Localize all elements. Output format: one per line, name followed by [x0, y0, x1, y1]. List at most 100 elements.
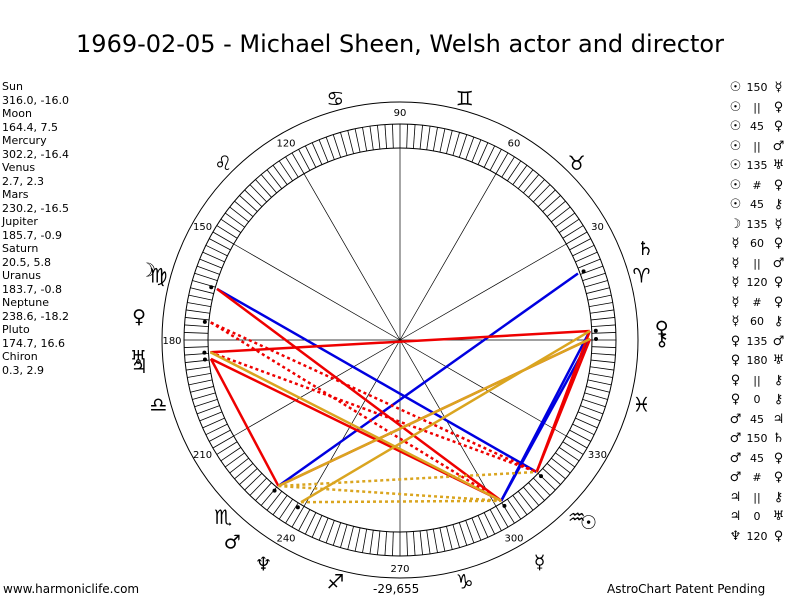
degree-tick: [249, 477, 267, 496]
degree-tick: [285, 156, 299, 178]
zodiac-sign-icon: ♍: [150, 263, 168, 287]
degree-tick: [587, 294, 612, 301]
degree-tick: [483, 512, 496, 535]
aspect-line: [278, 484, 502, 503]
aspect-planet-2-icon: ♀: [773, 294, 784, 310]
house-spoke: [303, 173, 401, 341]
planet-glyph-icon: ♀: [132, 306, 146, 328]
degree-tick: [517, 491, 534, 511]
aspect-entry: ♂ 150 ♄: [727, 429, 800, 449]
degree-tick: [216, 225, 238, 239]
aspect-planet-2-icon: ⚷: [773, 314, 784, 329]
degree-tick: [452, 524, 460, 548]
aspect-type: 120: [746, 529, 768, 543]
aspect-entry: ☿ # ♀: [727, 293, 800, 313]
position-entry: Moon 164.4, 7.5: [2, 107, 69, 134]
aspect-planet-1-icon: ♀: [730, 353, 741, 368]
degree-tick: [575, 417, 598, 429]
degree-tick: [340, 132, 348, 156]
degree-tick: [512, 495, 528, 515]
aspect-entry: ☿ 60 ⚷: [727, 312, 800, 332]
degree-label: 240: [276, 533, 295, 544]
degree-tick: [291, 152, 305, 174]
degree-tick: [272, 495, 288, 515]
degree-tick: [419, 530, 423, 555]
degree-tick: [589, 372, 613, 378]
website-link[interactable]: www.harmoniclife.com: [3, 582, 140, 596]
degree-tick: [298, 509, 311, 531]
aspect-planet-1-icon: ☽: [729, 216, 742, 232]
aspect-entry: ♆ 120 ♀: [727, 527, 800, 547]
degree-tick: [575, 251, 598, 263]
aspect-entry: ☿ || ♂: [727, 254, 800, 274]
aspect-planet-1-icon: ♂: [729, 470, 742, 485]
degree-tick: [234, 200, 254, 217]
degree-tick: [586, 386, 610, 393]
degree-tick: [244, 189, 263, 207]
aspect-planet-1-icon: ☿: [731, 314, 740, 329]
aspect-type: 180: [746, 354, 768, 367]
planet-name: Mercury: [2, 134, 47, 147]
degree-tick: [199, 411, 223, 422]
degree-tick: [354, 527, 361, 552]
aspect-type: 135: [746, 159, 768, 172]
degree-tick: [249, 184, 267, 203]
house-spoke: [399, 339, 567, 437]
planet-marker: [538, 474, 543, 479]
aspect-planet-1-icon: ♃: [729, 489, 742, 505]
degree-tick: [446, 526, 453, 550]
degree-tick: [188, 379, 213, 386]
degree-tick: [278, 160, 293, 182]
degree-tick: [465, 520, 475, 544]
aspect-entry: ☉ 135 ♅: [727, 156, 800, 176]
degree-tick: [304, 512, 317, 535]
degree-tick: [419, 125, 423, 150]
degree-tick: [184, 324, 209, 328]
aspect-planet-1-icon: ♆: [729, 528, 742, 544]
degree-tick: [347, 526, 354, 550]
house-spoke: [233, 339, 401, 437]
aspect-line: [300, 499, 502, 504]
zodiac-sign-icon: ♎: [150, 393, 168, 417]
degree-tick: [458, 134, 468, 158]
degree-tick: [591, 346, 616, 348]
position-entry: Neptune 238.6, -18.2: [2, 296, 69, 323]
zodiac-sign-icon: ♌: [214, 151, 232, 175]
degree-tick: [562, 441, 584, 455]
aspect-line: [209, 351, 538, 474]
degree-tick: [533, 477, 551, 496]
aspect-entry: ♃ 0 ♅: [727, 507, 800, 527]
degree-tick: [291, 506, 305, 528]
planet-glyph-icon: ♅: [130, 347, 147, 369]
aspect-planet-2-icon: ⚷: [773, 489, 784, 505]
degree-tick: [584, 392, 608, 400]
degree-tick: [202, 251, 225, 263]
planet-glyph-icon: ♃: [131, 356, 148, 378]
center-value: -29,655: [373, 582, 420, 596]
aspect-planet-2-icon: ♅: [772, 158, 785, 173]
degree-tick: [584, 280, 608, 288]
degree-tick: [369, 126, 374, 150]
aspect-type: 45: [750, 412, 764, 426]
planet-coordinates: 302.2, -16.4: [2, 147, 69, 161]
aspect-planet-2-icon: ♀: [773, 236, 784, 251]
degree-tick: [229, 206, 249, 223]
aspect-type: 45: [750, 120, 764, 133]
position-entry: Mercury 302.2, -16.4: [2, 134, 69, 161]
aspect-line: [277, 337, 591, 488]
degree-tick: [239, 468, 258, 485]
degree-tick: [212, 435, 234, 449]
aspect-type: 135: [746, 334, 768, 348]
aspect-type: #: [752, 295, 762, 309]
degree-label: 180: [162, 336, 181, 347]
aspect-entry: ☉ # ♀: [727, 176, 800, 196]
planet-glyph-icon: ☉: [580, 512, 597, 534]
degree-tick: [555, 212, 575, 228]
degree-tick: [192, 392, 216, 400]
aspect-planet-2-icon: ♀: [773, 177, 784, 193]
aspect-entry: ☿ 60 ♀: [727, 234, 800, 254]
aspect-planet-1-icon: ♃: [729, 509, 742, 524]
planet-name: Sun: [2, 80, 23, 93]
degree-tick: [558, 218, 580, 233]
degree-tick: [523, 174, 540, 194]
